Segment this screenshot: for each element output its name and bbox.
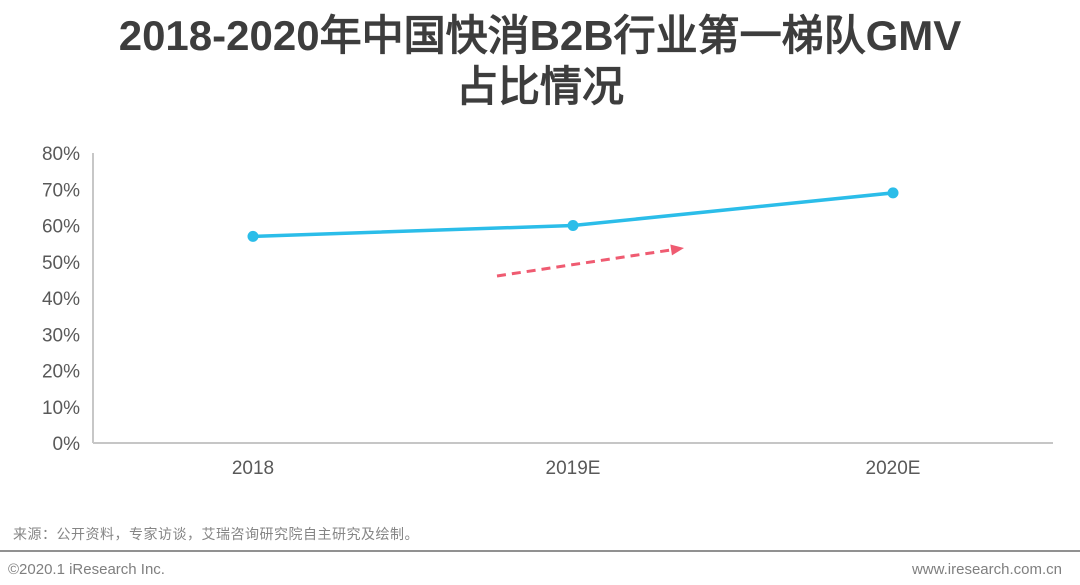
source-note: 来源：公开资料，专家访谈，艾瑞咨询研究院自主研究及绘制。 <box>13 526 419 542</box>
x-tick-label: 2018 <box>232 458 274 479</box>
data-point <box>887 187 899 199</box>
y-tick-label: 70% <box>42 180 80 201</box>
chart-title-line1: 2018-2020年中国快消B2B行业第一梯队GMV <box>118 12 962 59</box>
y-tick-label: 50% <box>42 253 80 274</box>
y-tick-label: 80% <box>42 144 80 165</box>
website-url: www.iresearch.com.cn <box>911 561 1062 578</box>
x-tick-label: 2019E <box>546 458 601 479</box>
y-tick-label: 60% <box>42 217 80 238</box>
footer-bar: ©2020.1 iResearch Inc. www.iresearch.com… <box>8 561 1062 578</box>
chart-title-line2: 占比情况 <box>455 63 624 110</box>
y-tick-label: 40% <box>42 289 80 310</box>
footer-divider <box>0 550 1080 552</box>
trend-arrow-head <box>670 244 684 256</box>
copyright-text: ©2020.1 iResearch Inc. <box>8 561 165 578</box>
y-tick-label: 20% <box>42 362 80 383</box>
y-tick-label: 0% <box>53 434 81 455</box>
trend-arrow-shaft <box>496 248 672 278</box>
x-tick-label: 2020E <box>866 458 921 479</box>
data-point <box>567 220 579 231</box>
data-point <box>247 230 259 242</box>
y-tick-label: 30% <box>42 325 80 346</box>
y-tick-label: 10% <box>42 398 80 419</box>
chart-title: 2018-2020年中国快消B2B行业第一梯队GMV 占比情况 <box>0 10 1080 112</box>
